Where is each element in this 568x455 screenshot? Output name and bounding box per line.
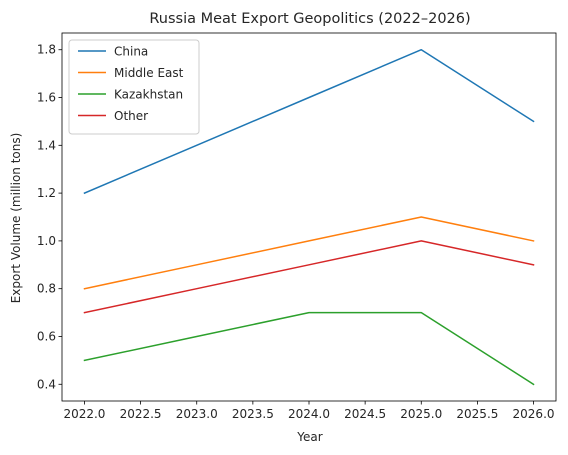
x-tick-label: 2024.0 bbox=[288, 407, 330, 421]
legend-label: China bbox=[114, 45, 148, 59]
x-axis-label: Year bbox=[296, 430, 322, 444]
x-tick-label: 2025.5 bbox=[456, 407, 498, 421]
legend-label: Middle East bbox=[114, 66, 184, 80]
plot-area: 2022.0 2022.5 2023.0 2023.5 2024.0 2024.5 2025… bbox=[37, 32, 557, 421]
legend-label: Other bbox=[114, 109, 148, 123]
y-tick-label: 1.4 bbox=[37, 138, 56, 152]
series-line-kazakhstan bbox=[83, 311, 535, 386]
x-tick-label: 2022.5 bbox=[120, 407, 162, 421]
x-tick-label: 2022.0 bbox=[63, 407, 105, 421]
x-tick-label: 2023.5 bbox=[232, 407, 274, 421]
y-tick-label: 1.8 bbox=[37, 43, 56, 57]
series-line-china bbox=[83, 48, 535, 195]
y-tick-label: 0.6 bbox=[37, 329, 56, 343]
y-tick-label: 1.2 bbox=[37, 186, 56, 200]
series-line-other bbox=[83, 240, 535, 314]
chart-title: Russia Meat Export Geopolitics (2022–202… bbox=[149, 11, 470, 27]
x-tick-label: 2026.0 bbox=[513, 407, 555, 421]
y-tick-label: 0.8 bbox=[37, 282, 56, 296]
x-tick-label: 2025.0 bbox=[400, 407, 442, 421]
legend-label: Kazakhstan bbox=[114, 88, 183, 102]
y-tick-label: 1.6 bbox=[37, 91, 56, 105]
series-line-middle-east bbox=[83, 216, 535, 290]
x-tick-label: 2024.5 bbox=[344, 407, 386, 421]
y-tick-label: 0.4 bbox=[37, 377, 56, 391]
y-tick-label: 1.0 bbox=[37, 234, 56, 248]
legend-box bbox=[68, 39, 200, 135]
y-axis-label: Export Volume (million tons) bbox=[9, 133, 23, 304]
x-tick-label: 2023.0 bbox=[176, 407, 218, 421]
